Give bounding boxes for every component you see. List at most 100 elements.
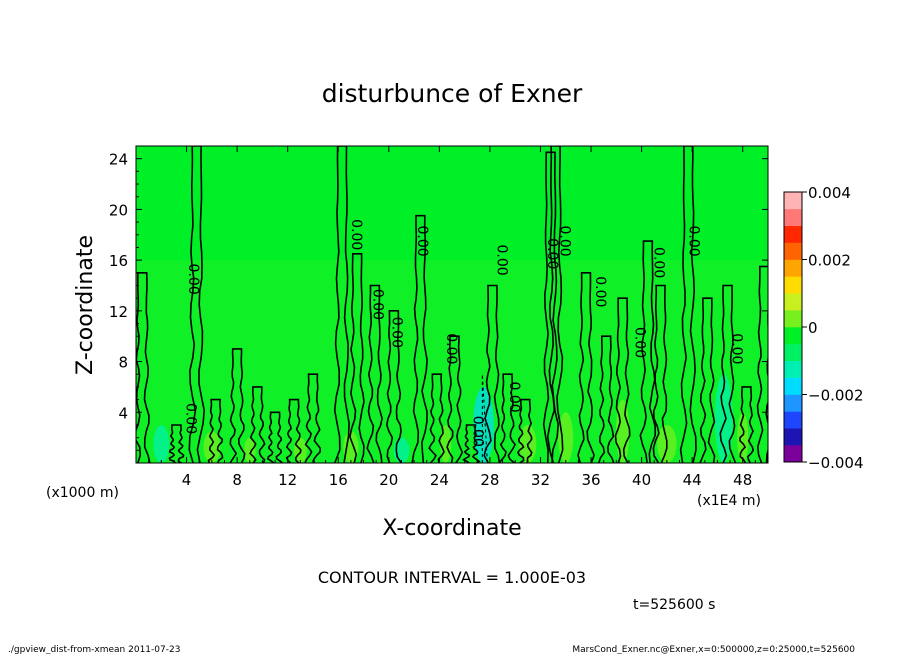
contour-line xyxy=(498,373,517,463)
footer-left: ./gpview_dist-from-xmean 2011-07-23 xyxy=(8,645,180,654)
y-tick-label: 8 xyxy=(118,354,128,372)
y-tick-label: 4 xyxy=(118,404,128,422)
contour-line xyxy=(639,240,657,463)
colorbar-swatch xyxy=(784,377,802,395)
contour-label: 0.00 xyxy=(592,276,608,307)
contour-label: 0.00 xyxy=(494,245,510,276)
colorbar-swatch xyxy=(784,428,802,446)
contour-line xyxy=(136,272,151,463)
contour-label: 0.00 xyxy=(557,226,573,257)
colorbar-swatch xyxy=(784,225,802,243)
colorbar-swatch xyxy=(784,360,802,378)
contour-lines xyxy=(136,146,768,463)
contour-line xyxy=(366,284,383,463)
contour-line xyxy=(428,373,445,463)
colorbar-swatch xyxy=(784,276,802,294)
contour-line xyxy=(462,424,481,463)
contour-line xyxy=(266,411,284,463)
colorbar-tick-label: −0.004 xyxy=(808,454,864,472)
x-tick-label: 48 xyxy=(733,471,752,489)
contour-line xyxy=(652,284,668,463)
contour-line xyxy=(614,297,631,463)
y-tick-label: 24 xyxy=(109,151,128,169)
contour-line xyxy=(699,297,716,463)
contour-label: 0.00 xyxy=(650,247,666,278)
colorbar-swatch xyxy=(784,310,802,328)
contour-label: 0.00 xyxy=(729,333,745,364)
contour-label: 0.00 xyxy=(185,264,201,295)
field-patches xyxy=(136,260,768,463)
contour-label: 0.00 xyxy=(183,403,199,434)
y-axis-label: Z-coordinate xyxy=(73,235,98,375)
contour-label: 0.00 xyxy=(370,289,386,320)
contour-label: 0.00 xyxy=(443,333,459,364)
contour-line xyxy=(679,146,697,463)
x-tick-label: 24 xyxy=(430,471,449,489)
footer-right: MarsCond_Exner.nc@Exner,x=0:500000,z=0:2… xyxy=(572,645,855,654)
contour-line xyxy=(739,386,755,463)
contour-labels: 0.000.000.000.000.000.000.000.000.000.00… xyxy=(183,219,745,447)
contour-line xyxy=(285,398,302,463)
contour-line xyxy=(304,373,321,463)
contour-line xyxy=(229,348,246,463)
colorbar-swatch xyxy=(784,445,802,463)
x-tick-label: 32 xyxy=(531,471,550,489)
time-label: t=525600 s xyxy=(633,597,715,613)
contour-line xyxy=(249,386,266,463)
colorbar-swatch xyxy=(784,208,802,227)
colorbar-tick-label: −0.002 xyxy=(808,387,864,405)
x-tick-label: 28 xyxy=(480,471,499,489)
field-patch xyxy=(153,424,170,463)
colorbar-swatch xyxy=(784,327,802,345)
contour-line xyxy=(188,146,206,463)
x-tick-label: 4 xyxy=(182,471,192,489)
contour-line xyxy=(756,265,768,463)
contour-label: 0.00 xyxy=(506,381,522,412)
colorbar-swatch xyxy=(784,242,802,260)
contour-label: 0.00 xyxy=(348,219,364,250)
x-tick-label: 36 xyxy=(581,471,600,489)
contour-line xyxy=(516,398,533,463)
x-tick-label: 44 xyxy=(683,471,702,489)
chart-title: disturbunce of Exner xyxy=(322,79,583,108)
contour-line xyxy=(483,284,501,463)
colorbar-swatch xyxy=(784,293,802,311)
contour-interval-text: CONTOUR INTERVAL = 1.000E-03 xyxy=(318,568,586,587)
colorbar-swatch xyxy=(784,394,802,412)
colorbar-swatch xyxy=(784,192,802,210)
contour-line xyxy=(446,335,464,463)
contour-line xyxy=(546,146,564,463)
x-tick-label: 20 xyxy=(379,471,398,489)
contour-line xyxy=(598,335,615,463)
x-axis-label: X-coordinate xyxy=(382,516,521,541)
field-patch xyxy=(714,374,733,463)
contour-line xyxy=(719,284,737,463)
colorbar-tick-label: 0.004 xyxy=(808,184,851,202)
contour-line xyxy=(168,424,185,463)
contour-line xyxy=(411,214,428,463)
x-tick-label: 8 xyxy=(232,471,242,489)
colorbar-tick-label: 0 xyxy=(808,319,818,337)
contour-line xyxy=(385,310,402,463)
colorbar: 0.004 0.002 0 −0.002 −0.004 xyxy=(783,184,864,472)
x-tick-label: 40 xyxy=(632,471,651,489)
y-axis: 4 8 12 16 20 24 xyxy=(109,151,768,451)
contour-label: 0.00 xyxy=(544,238,560,269)
contour-label: 0.00 xyxy=(469,416,485,447)
field-patch xyxy=(343,431,359,463)
x-axis: 4 8 12 16 20 24 28 32 36 40 44 48 xyxy=(148,146,756,489)
contour-label: 0.00 xyxy=(414,226,430,257)
contour-line xyxy=(577,272,595,463)
y-tick-label: 16 xyxy=(109,252,128,270)
x-axis-unit: (x1E4 m) xyxy=(697,493,761,509)
field-patch xyxy=(203,431,221,463)
y-tick-label: 20 xyxy=(109,201,128,219)
contour-label: 0.00 xyxy=(631,327,647,358)
contour-line xyxy=(207,398,224,463)
y-tick-label: 12 xyxy=(109,303,128,321)
colorbar-tick-label: 0.002 xyxy=(808,252,851,270)
contour-line xyxy=(333,146,350,463)
contour-line xyxy=(349,253,365,463)
contour-label: 0.00 xyxy=(389,317,405,348)
